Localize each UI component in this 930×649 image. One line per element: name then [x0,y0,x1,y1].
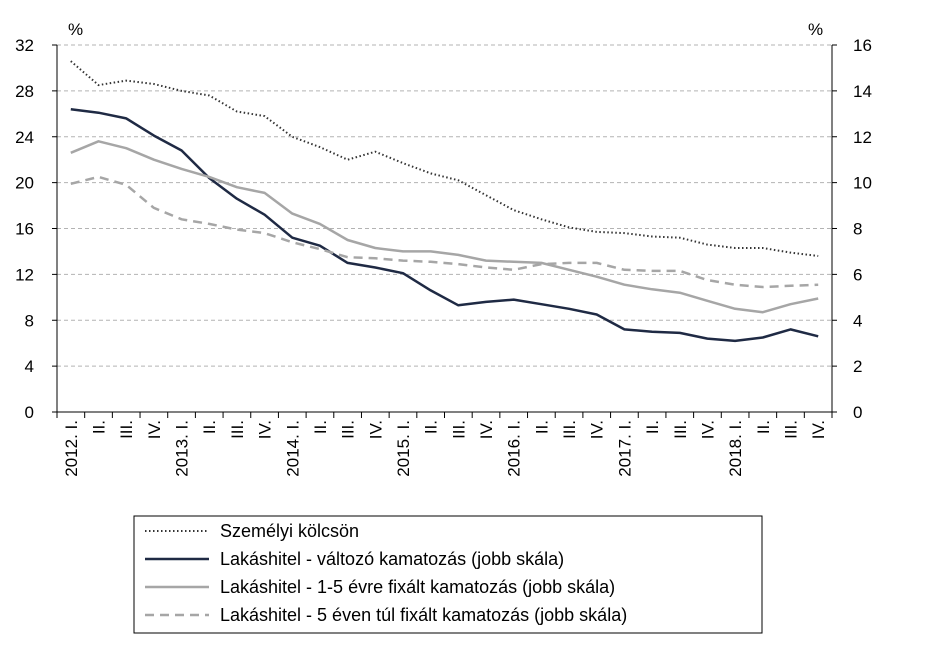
x-tick-label: IV. [145,420,164,439]
series-lines [70,60,819,343]
left-tick-label: 28 [15,82,34,101]
series-line-2 [70,107,819,343]
x-tick-label: 2018. I. [726,420,745,477]
right-tick-label: 10 [853,174,872,193]
legend-label-2: Lakáshitel - változó kamatozás (jobb ská… [220,549,564,569]
x-tick-label: IV. [477,420,496,439]
x-tick-label: IV. [366,420,385,439]
left-tick-label: 8 [25,311,34,330]
x-tick-label: II. [200,420,219,434]
left-axis-unit: % [68,20,83,39]
x-tick-label: 2015. I. [394,420,413,477]
right-tick-label: 8 [853,220,862,239]
x-tick-label: III. [339,420,358,439]
series-line-1 [70,60,819,257]
legend-label-1: Személyi kölcsön [220,521,359,541]
x-tick-label: IV. [588,420,607,439]
left-tick-label: 0 [25,403,34,422]
x-tick-label: II. [422,420,441,434]
legend-box [133,515,763,634]
legend-label-4: Lakáshitel - 5 éven túl fixált kamatozás… [220,605,627,625]
left-tick-label: 12 [15,265,34,284]
left-tick-label: 20 [15,174,34,193]
x-tick-label: II. [532,420,551,434]
left-y-axis-ticks: 0 4 8 12 16 20 24 28 32 [15,36,34,422]
legend-label-3: Lakáshitel - 1-5 évre fixált kamatozás (… [220,577,615,597]
right-tick-label: 12 [853,128,872,147]
series-line-4 [70,175,819,289]
right-tick-label: 2 [853,357,862,376]
x-tick-label: III. [117,420,136,439]
right-axis-unit: % [808,20,823,39]
x-tick-label: III. [781,420,800,439]
x-tick-label: 2014. I. [283,420,302,477]
right-tick-label: 16 [853,36,872,55]
x-tick-label: II. [754,420,773,434]
left-tick-label: 16 [15,220,34,239]
x-tick-label: III. [560,420,579,439]
x-axis-ticks: 2012. I. II. III. IV. 2013. I. II. III. IV. 2014… [62,420,828,477]
right-tick-label: 4 [853,311,862,330]
x-tick-label: IV. [698,420,717,439]
left-tick-label: 32 [15,36,34,55]
x-tick-label: 2012. I. [62,420,81,477]
gridlines [57,44,832,367]
x-tick-label: 2016. I. [505,420,524,477]
x-tick-label: III. [228,420,247,439]
left-tick-label: 4 [25,357,34,376]
x-tick-label: 2017. I. [615,420,634,477]
right-y-axis-ticks: 0 2 4 6 8 10 12 14 16 [853,36,872,422]
right-tick-label: 14 [853,82,872,101]
legend: Személyi kölcsön Lakáshitel - változó kam… [133,515,763,634]
x-tick-label: II. [311,420,330,434]
x-tick-label: III. [671,420,690,439]
x-tick-label: II. [643,420,662,434]
x-tick-label: II. [90,420,109,434]
right-tick-label: 6 [853,265,862,284]
axes [52,44,837,418]
left-tick-label: 24 [15,128,34,147]
right-tick-label: 0 [853,403,862,422]
x-tick-label: IV. [256,420,275,439]
x-tick-label: III. [449,420,468,439]
series-line-3 [70,140,819,314]
x-tick-label: 2013. I. [173,420,192,477]
x-tick-label: IV. [809,420,828,439]
